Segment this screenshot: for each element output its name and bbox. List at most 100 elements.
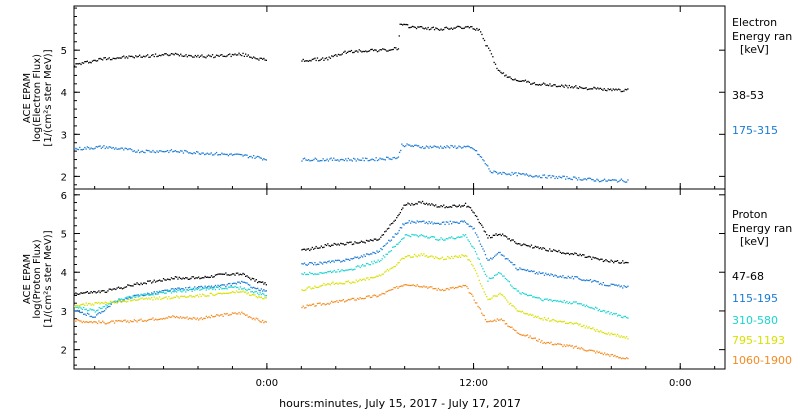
data-point (571, 253, 573, 255)
data-point (427, 26, 429, 29)
data-point (194, 152, 196, 155)
data-point (309, 249, 311, 252)
data-point (203, 317, 205, 319)
data-point (401, 227, 403, 229)
data-point (388, 251, 390, 253)
data-point (143, 320, 145, 322)
data-point (373, 276, 375, 279)
data-point (310, 304, 312, 307)
data-point (516, 290, 518, 292)
y-tick-label: 2 (61, 172, 67, 183)
data-point (382, 273, 385, 275)
data-point (435, 238, 437, 241)
data-point (209, 153, 211, 155)
data-point (264, 59, 266, 61)
data-point (192, 287, 195, 290)
data-point (337, 53, 340, 56)
data-point (170, 53, 173, 55)
data-point (305, 307, 307, 309)
data-point (113, 288, 116, 290)
data-point (587, 327, 589, 329)
data-point (332, 260, 334, 262)
data-point (196, 288, 198, 291)
data-point (189, 286, 191, 288)
data-point (469, 225, 472, 227)
data-point (254, 280, 256, 282)
data-point (542, 319, 544, 321)
data-point (595, 330, 597, 332)
proton-legend-title-3: [keV] (740, 235, 769, 248)
data-point (302, 158, 304, 160)
data-point (412, 145, 415, 148)
data-point (389, 240, 391, 242)
data-point (258, 319, 260, 322)
data-point (562, 175, 564, 177)
data-point (439, 29, 441, 31)
data-point (393, 156, 396, 159)
data-point (392, 236, 394, 238)
data-point (364, 157, 367, 159)
data-point (169, 279, 171, 281)
data-point (192, 153, 194, 155)
data-point (191, 276, 193, 278)
data-point (506, 258, 508, 260)
data-point (129, 148, 132, 150)
data-point (116, 287, 118, 289)
data-point (365, 295, 368, 298)
data-point (160, 280, 162, 282)
data-point (530, 270, 533, 272)
data-point (616, 89, 618, 91)
data-point (443, 259, 445, 261)
data-point (463, 204, 465, 206)
data-point (369, 264, 372, 266)
data-point (411, 233, 413, 236)
data-point (216, 293, 218, 295)
data-point (450, 144, 452, 147)
data-point (112, 320, 114, 322)
data-point (141, 294, 143, 296)
electron-ylabel-line-2: log(Electron Flux) (32, 54, 43, 142)
data-point (598, 283, 601, 285)
y-tick-label: 5 (61, 230, 67, 241)
data-point (598, 351, 601, 353)
data-point (161, 318, 163, 320)
data-point (220, 292, 222, 294)
data-point (437, 287, 440, 290)
data-point (104, 57, 106, 59)
data-point (105, 58, 108, 61)
data-point (152, 281, 154, 283)
data-point (245, 53, 247, 55)
data-point (213, 276, 215, 278)
data-point (613, 312, 615, 315)
data-point (152, 317, 154, 319)
data-point (186, 56, 188, 58)
data-point (568, 177, 571, 179)
data-point (394, 287, 396, 289)
data-point (526, 313, 529, 315)
data-point (314, 247, 316, 249)
data-point (467, 205, 469, 207)
data-point (222, 287, 224, 290)
data-point (205, 315, 207, 317)
data-point (504, 75, 506, 77)
data-point (494, 234, 496, 236)
data-point (571, 322, 573, 325)
data-point (533, 270, 535, 272)
data-point (120, 298, 123, 300)
data-point (449, 287, 451, 289)
data-point (517, 243, 520, 245)
data-point (151, 297, 153, 299)
data-point (108, 302, 110, 304)
data-point (513, 79, 515, 81)
data-point (89, 308, 91, 310)
data-point (602, 260, 604, 263)
data-point (158, 150, 161, 152)
data-point (506, 236, 508, 238)
data-point (356, 50, 358, 52)
data-point (462, 146, 464, 149)
data-point (182, 55, 185, 57)
data-point (372, 49, 375, 52)
data-point (353, 297, 355, 300)
data-point (494, 295, 496, 297)
